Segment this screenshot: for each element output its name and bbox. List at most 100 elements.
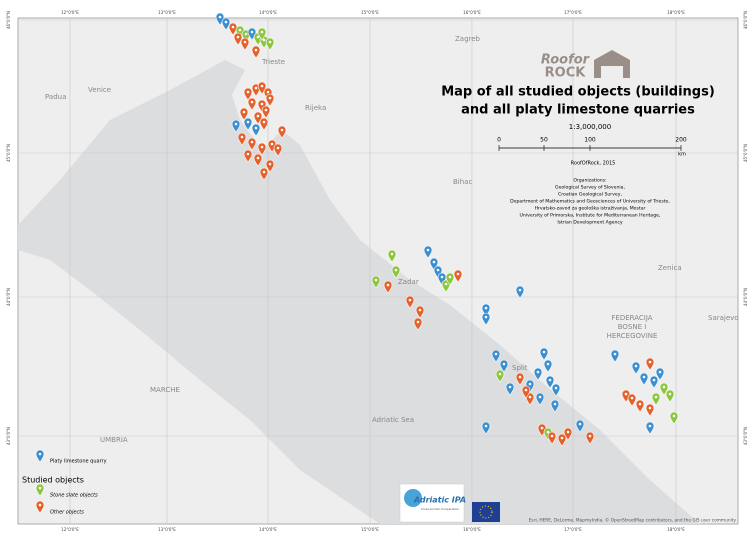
legend-label: Platy limestone quarry <box>50 459 107 465</box>
map-pin <box>545 375 555 389</box>
legend: Platy limestone quarry Studied objects S… <box>22 459 107 516</box>
map-pin-dot <box>260 102 264 106</box>
scale-label: 0 <box>497 137 501 144</box>
eu-stars <box>479 505 493 519</box>
map-pin-dot <box>672 414 676 418</box>
map-pin-dot <box>244 32 248 36</box>
map-pin <box>277 125 287 139</box>
map-pin <box>251 45 261 59</box>
map-pin-dot <box>262 170 266 174</box>
map-pin-dot <box>390 252 394 256</box>
map-pin-dot <box>250 100 254 104</box>
attribution: Esri, HERE, DeLorme, MapmyIndia, © OpenS… <box>529 517 737 524</box>
organization-line: Croatian Geological Survey, <box>558 192 622 198</box>
map-pin <box>499 359 509 373</box>
map-pin <box>550 399 560 413</box>
map-pin <box>563 427 573 441</box>
map-pin-dot <box>238 28 242 32</box>
map-pin <box>539 347 549 361</box>
map-pin-dot <box>268 162 272 166</box>
map-pin <box>441 279 451 293</box>
map-pin-dot <box>528 382 532 386</box>
map-pin-dot <box>432 260 436 264</box>
graticule-label: 16°0'0"E <box>463 10 481 15</box>
map-pin-dot <box>538 395 542 399</box>
map-pin-dot <box>416 320 420 324</box>
map-pin-dot <box>418 308 422 312</box>
map-pin-dot <box>426 248 430 252</box>
map-pin-dot <box>280 128 284 132</box>
map-pin <box>423 245 433 259</box>
map-pin-dot <box>254 48 258 52</box>
credit: RoofOfRock, 2015 <box>571 161 616 167</box>
map-pin-dot <box>536 370 540 374</box>
graticule-label: 46°0'0"N <box>743 11 748 29</box>
map-pin <box>635 399 645 413</box>
eu-flag <box>472 502 500 522</box>
map-pin <box>547 431 557 445</box>
map-pin <box>453 269 463 283</box>
map-pin <box>253 153 263 167</box>
map-pin <box>543 359 553 373</box>
map-pin <box>243 149 253 163</box>
map-pin <box>243 87 253 101</box>
map-pin-dot <box>613 352 617 356</box>
legend-label: Other objects <box>50 510 84 516</box>
map-pin <box>231 119 241 133</box>
map-pin-dot <box>254 86 258 90</box>
map-pin <box>535 392 545 406</box>
map-title: Map of all studied objects (buildings) <box>441 85 715 100</box>
map-pin-dot <box>642 375 646 379</box>
graticule-label: 46°0'0"N <box>6 11 11 29</box>
map-pin-dot <box>484 306 488 310</box>
map-pin-dot <box>264 108 268 112</box>
map-pin-dot <box>246 152 250 156</box>
map-pin-dot <box>246 120 250 124</box>
graticule <box>18 18 738 524</box>
place: FEDERACIJA <box>611 314 652 322</box>
map-pin-dot <box>634 364 638 368</box>
organizations: Organizations:Geological Survey of Slove… <box>510 178 670 226</box>
map-pin <box>259 167 269 181</box>
map-pin-dot <box>444 282 448 286</box>
ipa-name: Adriatic IPA <box>413 496 466 505</box>
logo-icon <box>594 50 630 78</box>
map-pin <box>35 500 45 514</box>
map-pin-dot <box>256 156 260 160</box>
map-pin <box>521 385 531 399</box>
map-pin-dot <box>266 90 270 94</box>
map-pin <box>35 483 45 497</box>
map-pin-dot <box>548 378 552 382</box>
map-title: and all platy limestone quarries <box>461 103 695 118</box>
map-pin-dot <box>440 275 444 279</box>
legend-heading: Studied objects <box>22 476 84 485</box>
scale-bar: 0 50 100 200 km <box>497 137 687 158</box>
map-pin <box>491 349 501 363</box>
map-pin <box>631 361 641 375</box>
organization-line: University of Primorska, Institute for M… <box>520 213 661 219</box>
map-pin-dot <box>560 436 564 440</box>
place: Zadar <box>398 278 419 286</box>
graticule-label: 43°0'0"N <box>743 427 748 445</box>
map-pin-dot <box>436 268 440 272</box>
map-pin <box>265 37 275 51</box>
graticule-label: 45°0'0"N <box>743 144 748 162</box>
map-pin-dot <box>270 142 274 146</box>
graticule-label: 13°0'0"E <box>158 10 176 15</box>
map-pin-dot <box>268 96 272 100</box>
map-pin <box>645 357 655 371</box>
map-pin <box>659 382 669 396</box>
logo-text: ROCK <box>545 66 587 81</box>
scale-label: 200 <box>675 137 687 144</box>
map-pin <box>551 383 561 397</box>
map-pin <box>413 317 423 331</box>
place: Trieste <box>261 58 285 66</box>
map-pin <box>481 421 491 435</box>
map-pin <box>481 303 491 317</box>
map-pin-dot <box>508 385 512 389</box>
map-pin <box>445 272 455 286</box>
map-pin-dot <box>262 38 266 42</box>
map-pin-dot <box>38 486 42 490</box>
graticule-label: 17°0'0"E <box>564 527 582 532</box>
map-pin <box>525 392 535 406</box>
